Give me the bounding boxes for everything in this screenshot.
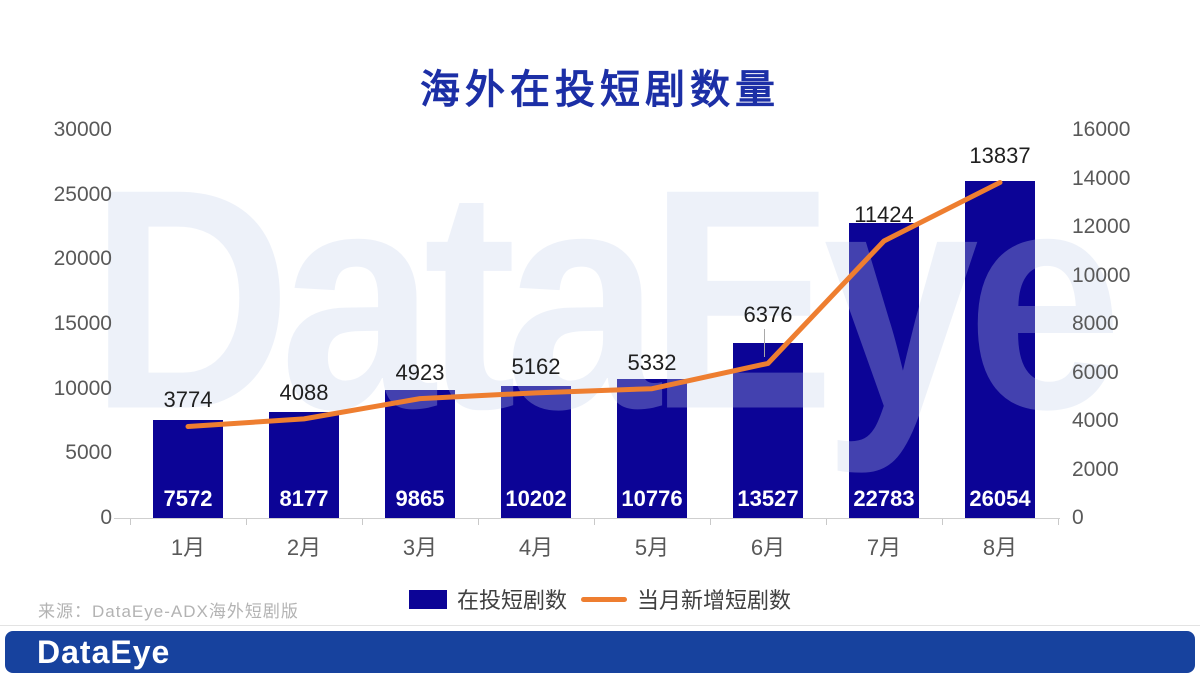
line-value-label: 13837 [969,143,1031,169]
bar-value-label: 10202 [505,485,567,511]
x-axis-tick [594,519,595,525]
legend-label: 在投短剧数 [456,588,567,613]
legend-line-swatch [581,596,627,602]
bar-3月: 9865 [385,390,455,518]
bar-6月: 13527 [733,343,803,518]
x-axis-tick [478,519,479,525]
x-axis-tick [710,519,711,525]
bar-5月: 10776 [617,378,687,518]
y-axis-left-label: 10000 [53,376,112,400]
chart-title: 海外在投短剧数量 [420,68,780,112]
y-axis-right-label: 10000 [1072,263,1131,287]
legend-bar-swatch [408,589,447,609]
line-value-label: 5332 [627,349,677,375]
x-axis-label-6月: 6月 [750,535,786,560]
y-axis-right-label: 0 [1072,506,1084,529]
y-axis-right-label: 12000 [1072,215,1131,238]
source-note: 来源：DataEye-ADX海外短剧版 [38,602,299,621]
x-axis-label-2月: 2月 [286,535,322,560]
y-axis-left-label: 25000 [53,182,112,206]
legend: 在投短剧数 当月新增短剧数 [0,583,1200,615]
x-axis-label-5月: 5月 [634,535,670,560]
line-value-label: 4088 [279,379,329,405]
legend-label: 当月新增短剧数 [637,588,792,613]
y-axis-left-label: 5000 [65,441,112,465]
y-axis-right-label: 14000 [1072,166,1131,190]
line-value-label: 5162 [511,353,561,379]
footer-divider [0,625,1200,626]
x-axis-tick [826,519,827,525]
y-axis-left-label: 15000 [53,312,112,335]
x-axis-tick [362,519,363,525]
y-axis-left-label: 30000 [53,118,112,141]
x-axis-label-7月: 7月 [866,535,902,560]
x-axis-label-8月: 8月 [982,535,1018,560]
x-axis-label-3月: 3月 [402,535,438,560]
bar-value-label: 10776 [621,485,683,511]
x-axis-tick [942,519,943,525]
y-axis-left-label: 0 [100,506,112,529]
bar-value-label: 8177 [279,485,329,511]
legend-item-line: 当月新增短剧数 [581,583,791,615]
bar-value-label: 13527 [737,485,799,511]
y-axis-right-label: 6000 [1072,360,1119,384]
y-axis-right-label: 16000 [1072,118,1131,141]
bar-value-label: 9865 [395,485,445,511]
legend-item-bar: 在投短剧数 [408,583,567,615]
dataeye-logo: DataEye [37,634,171,670]
bar-8月: 26054 [965,181,1035,518]
x-axis-label-4月: 4月 [518,535,554,560]
x-axis-tick [246,519,247,525]
bar-4月: 10202 [501,386,571,518]
label-leader-line [764,329,765,358]
x-axis-label-1月: 1月 [170,535,206,560]
x-axis-line [114,518,1060,519]
bar-value-label: 26054 [969,485,1031,511]
y-axis-right-label: 4000 [1072,409,1119,432]
bar-2月: 8177 [269,412,339,518]
x-axis-tick [130,519,131,525]
y-axis-right-label: 8000 [1072,312,1119,335]
bar-1月: 7572 [153,420,223,518]
y-axis-left-label: 20000 [53,247,112,271]
y-axis-right-label: 2000 [1072,457,1119,481]
x-axis-tick [1058,519,1059,525]
bar-value-label: 7572 [163,485,213,511]
bar-value-label: 22783 [853,485,915,511]
line-value-label: 11424 [854,201,914,227]
line-value-label: 3774 [163,387,213,413]
bar-7月: 22783 [849,223,919,518]
footer-bar: DataEye [5,631,1195,673]
line-value-label: 6376 [743,302,793,328]
line-value-label: 4923 [395,359,445,385]
